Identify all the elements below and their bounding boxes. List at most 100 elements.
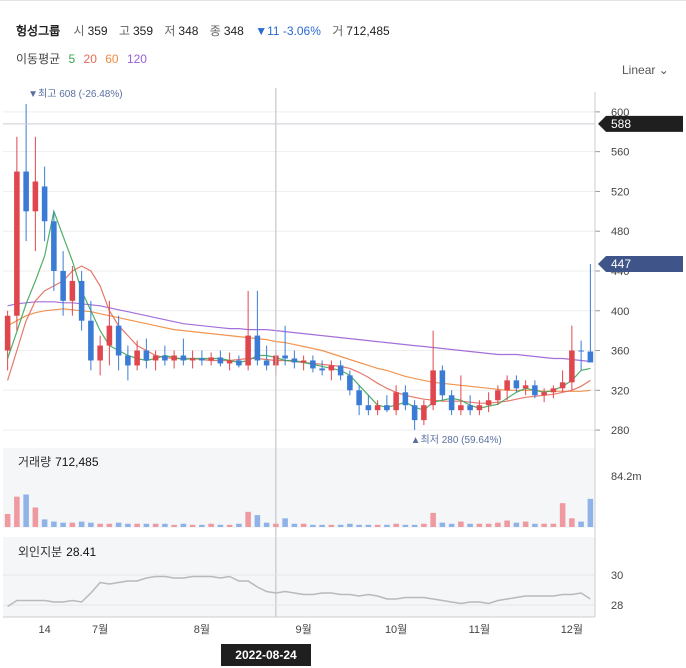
ma5-legend[interactable]: 5 <box>68 52 76 66</box>
volume-bar <box>189 524 196 527</box>
candle-body <box>365 405 372 411</box>
volume-bar <box>208 523 214 527</box>
volume-bar <box>532 523 538 527</box>
candle-body <box>384 405 390 411</box>
last-price-badge-bg <box>598 256 683 273</box>
foreign-panel-title: 외인지분 28.41 <box>18 543 96 560</box>
volume-bar <box>328 524 335 527</box>
ma120-legend[interactable]: 120 <box>126 52 147 66</box>
candle-body <box>587 351 594 363</box>
candle-body <box>162 355 168 361</box>
price-tick-label: 520 <box>611 186 629 198</box>
low-value: 348 <box>178 24 199 38</box>
candle-body <box>569 350 575 383</box>
candle-body <box>430 370 436 406</box>
candle-body <box>310 360 316 369</box>
price-tick-label: 360 <box>611 346 629 358</box>
volume-bar <box>263 522 270 527</box>
volume-bar <box>411 524 418 527</box>
time-tick-label: 10월 <box>385 623 407 636</box>
price-tick-label: 560 <box>611 147 629 159</box>
candle-body <box>134 350 140 366</box>
ma5-line <box>7 209 591 411</box>
volume-bar <box>569 518 575 527</box>
volume-bar <box>171 524 177 527</box>
candle-body <box>97 345 103 361</box>
moving-average-legend: 이동평균 5 20 60 120 <box>16 50 152 67</box>
candle-body <box>300 360 307 363</box>
candle-body <box>125 355 131 366</box>
volume-bar <box>467 523 473 527</box>
candle-body <box>106 325 113 346</box>
close-value: 348 <box>223 24 244 38</box>
volume-bar <box>430 512 436 527</box>
volume-bar <box>513 522 520 527</box>
open-value: 359 <box>87 24 108 38</box>
low-label: 저 <box>164 24 176 38</box>
volume-bar <box>347 523 353 527</box>
candle-body <box>263 360 270 366</box>
candle-body <box>541 392 547 396</box>
volume-bar <box>4 514 11 527</box>
crosshair-date-badge: 2022-08-24 <box>221 644 311 666</box>
candle-body <box>328 365 335 371</box>
ma60-legend[interactable]: 60 <box>105 52 119 66</box>
price-tick-label: 320 <box>611 385 629 397</box>
scale-mode-dropdown[interactable]: Linear ⌄ <box>622 63 669 77</box>
volume-bar <box>115 522 122 527</box>
volume-bar <box>421 523 427 527</box>
time-tick-label: 7월 <box>92 623 108 636</box>
volume-bar <box>559 503 566 527</box>
candle-body <box>578 350 584 352</box>
candle-body <box>208 357 214 361</box>
candle-body <box>559 382 566 389</box>
volume-bar <box>162 523 168 527</box>
volume-bar <box>448 523 455 527</box>
candle-body <box>143 350 150 361</box>
foreign-panel-label: 외인지분 <box>18 545 63 559</box>
last-price-badge: 447 <box>611 257 631 271</box>
candle-body <box>282 355 288 359</box>
high-annotation: ▼최고 608 (-26.48%) <box>28 88 122 100</box>
close-label: 종 <box>209 24 221 38</box>
volume-bar <box>254 515 261 527</box>
volume-bar <box>282 518 288 527</box>
volume-bar <box>587 498 594 527</box>
candle-body <box>78 280 85 321</box>
low-annotation: ▲최저 280 (59.64%) <box>411 434 502 446</box>
candle-body <box>411 405 418 421</box>
candle-body <box>189 358 196 361</box>
volume-bar <box>291 523 298 527</box>
volume-bar <box>236 523 242 527</box>
volume-panel-bg <box>3 448 595 528</box>
candle-body <box>23 171 29 212</box>
foreign-ownership-line <box>7 575 591 608</box>
candle-body <box>14 171 20 316</box>
volume-bar <box>319 524 325 527</box>
candle-body <box>374 405 381 411</box>
candle-body <box>522 385 529 389</box>
ma20-legend[interactable]: 20 <box>83 52 97 66</box>
candle-body <box>41 186 48 222</box>
candle-body <box>476 405 483 411</box>
candle-body <box>32 181 39 212</box>
high-value: 359 <box>132 24 154 38</box>
volume-panel-label: 거래량 <box>18 455 52 469</box>
volume-bar <box>217 524 224 527</box>
candle-body <box>402 392 409 406</box>
volume-bar <box>310 524 316 527</box>
candle-body <box>180 355 187 361</box>
volume-bar <box>485 523 492 527</box>
candle-body <box>347 375 353 391</box>
volume-bar <box>125 523 131 527</box>
candle-body <box>254 335 261 361</box>
candle-body <box>199 358 205 361</box>
volume-bar <box>374 524 381 527</box>
foreign-panel-bg <box>3 537 595 617</box>
volume-bar <box>393 523 399 527</box>
high-label: 고 <box>118 24 130 38</box>
candle-body <box>291 358 298 363</box>
foreign-tick-label: 30 <box>611 570 623 582</box>
volume-bar <box>495 522 501 527</box>
